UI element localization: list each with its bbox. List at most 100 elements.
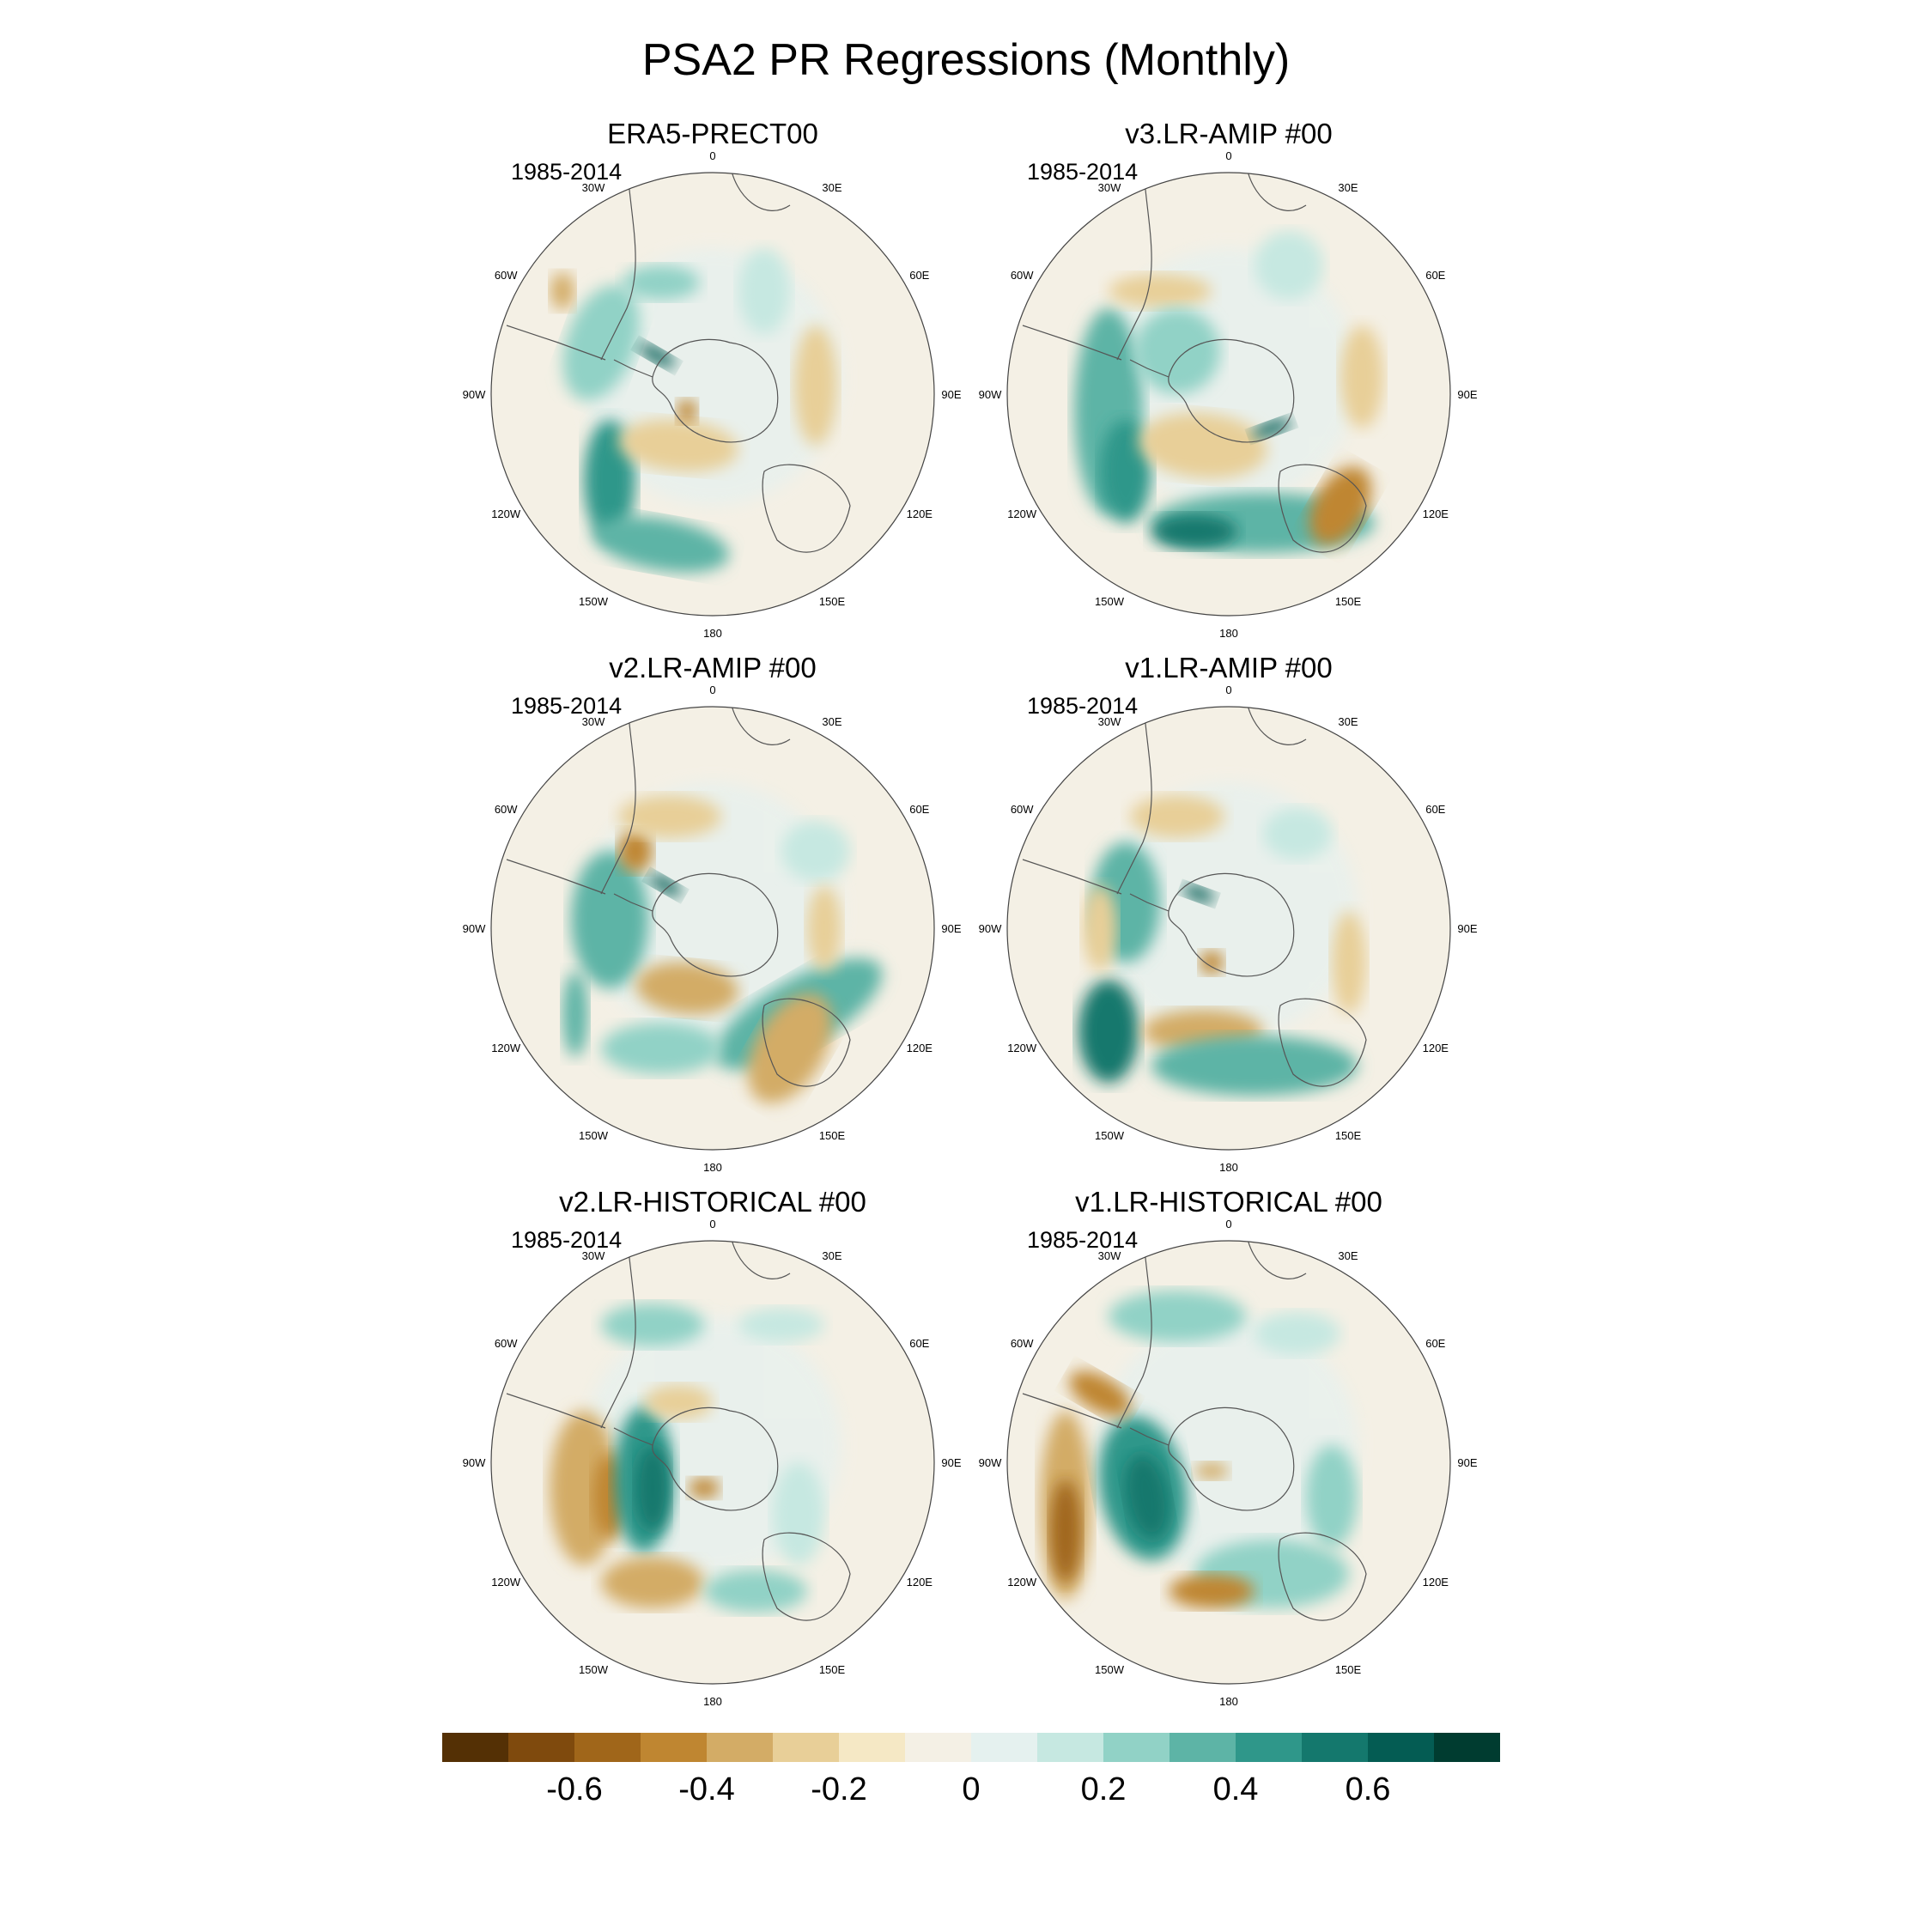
longitude-label: 150W (579, 595, 609, 608)
figure-title: PSA2 PR Regressions (Monthly) (641, 35, 1291, 85)
field-anomaly (807, 885, 841, 971)
field-anomaly (637, 343, 677, 368)
field-anomaly (1263, 808, 1332, 860)
polar-map: 0 30E 60E 90E 120E 150E 180 150W 120W 90W 60W 30W (979, 149, 1478, 640)
field-anomaly (618, 795, 721, 838)
field-anomaly (1078, 980, 1139, 1083)
longitude-label: 90E (1457, 388, 1477, 401)
longitude-label: 150W (1095, 595, 1125, 608)
coastline (1278, 998, 1367, 1087)
longitude-label: 180 (1219, 627, 1238, 640)
longitude-label: 180 (1219, 1161, 1238, 1174)
polar-map: 0 30E 60E 90E 120E 150E 180 150W 120W 90W 60W 30W (463, 149, 962, 640)
regression-field (1007, 707, 1450, 1150)
colorbar-swatch (707, 1733, 774, 1762)
longitude-label: 60W (495, 803, 518, 816)
coastline (1022, 325, 1122, 361)
field-anomaly (618, 419, 738, 472)
longitude-label: 180 (703, 627, 722, 640)
panel-period: 1985-2014 (1027, 159, 1139, 185)
field-anomaly (635, 1445, 670, 1531)
colorbar-tick-label: 0 (962, 1771, 981, 1807)
longitude-label: 30W (1098, 715, 1121, 728)
map-panel-v2-historical: 0 30E 60E 90E 120E 150E 180 150W 120W 90W 60W 30W v… (455, 1186, 970, 1718)
field-anomaly (677, 399, 697, 423)
antarctica-coastline (652, 338, 779, 443)
regression-field (1007, 173, 1450, 616)
longitude-label: 30W (1098, 1249, 1121, 1262)
longitude-label: 0 (709, 1218, 715, 1230)
longitude-label: 90W (979, 388, 1002, 401)
antarctica-coastline (1168, 338, 1295, 443)
colorbar-swatch (1434, 1733, 1500, 1762)
field-anomaly (635, 962, 738, 1015)
panel-title: v2.LR-AMIP #00 (609, 652, 817, 683)
longitude-label: 30E (1338, 181, 1358, 194)
longitude-label: 90E (1457, 922, 1477, 935)
field-anomaly (1255, 231, 1323, 300)
panel-title: ERA5-PRECT00 (607, 118, 818, 149)
field-anomaly (1169, 1574, 1255, 1608)
colorbar-swatch (1236, 1733, 1303, 1762)
longitude-label: 0 (1225, 683, 1231, 696)
coastline (613, 1427, 653, 1446)
longitude-label: 120E (1423, 1042, 1449, 1054)
longitude-label: 120W (1007, 1576, 1037, 1589)
field-anomaly (1100, 420, 1151, 523)
longitude-label: 90W (979, 922, 1002, 935)
colorbar-swatch (1170, 1733, 1236, 1762)
colorbar-tick-label: -0.6 (546, 1771, 603, 1807)
colorbar-swatch (1103, 1733, 1170, 1762)
map-panel-v1-historical: 0 30E 60E 90E 120E 150E 180 150W 120W 90W 60W 30W v… (971, 1186, 1486, 1718)
field-anomaly (738, 248, 790, 334)
coastline (506, 325, 606, 361)
field-anomaly (1251, 418, 1292, 439)
longitude-label: 30E (1338, 715, 1358, 728)
field-anomaly (1124, 1454, 1170, 1540)
longitude-label: 60E (909, 1337, 929, 1350)
longitude-label: 0 (1225, 149, 1231, 162)
polar-map: 0 30E 60E 90E 120E 150E 180 150W 120W 90W 60W 30W (463, 683, 962, 1174)
field-anomaly (601, 1303, 704, 1346)
longitude-label: 30W (582, 1249, 605, 1262)
field-anomaly (1134, 308, 1220, 394)
field-anomaly (648, 874, 683, 896)
map-panel-v1-amip: 0 30E 60E 90E 120E 150E 180 150W 120W 90W 60W 30W v… (971, 652, 1486, 1184)
colorbar (442, 1733, 1500, 1762)
map-panel-v2-amip: 0 30E 60E 90E 120E 150E 180 150W 120W 90W 60W 30W v… (455, 652, 970, 1184)
panel-period: 1985-2014 (1027, 1227, 1139, 1253)
longitude-label: 150E (819, 1663, 846, 1676)
panel-title: v3.LR-AMIP #00 (1125, 118, 1333, 149)
field-anomaly (1182, 884, 1215, 903)
field-anomaly (1130, 795, 1224, 838)
field-anomaly (738, 1308, 824, 1342)
longitude-label: 150W (579, 1663, 609, 1676)
longitude-label: 90W (979, 1456, 1002, 1469)
polar-map: 0 30E 60E 90E 120E 150E 180 150W 120W 90W 60W 30W (463, 1218, 962, 1708)
panel-title: v1.LR-AMIP #00 (1125, 652, 1333, 683)
map-border (490, 172, 935, 617)
coastline (1129, 893, 1170, 912)
longitude-label: 60W (495, 269, 518, 282)
longitude-label: 60E (909, 269, 929, 282)
longitude-label: 120E (907, 1042, 933, 1054)
panel-title: v2.LR-HISTORICAL #00 (559, 1186, 866, 1218)
colorbar-swatch (641, 1733, 708, 1762)
regression-field (1007, 1241, 1450, 1684)
panel-period: 1985-2014 (511, 159, 623, 185)
longitude-label: 60E (1425, 269, 1445, 282)
map-border (490, 706, 935, 1151)
field-anomaly (1255, 1312, 1340, 1355)
longitude-label: 0 (709, 149, 715, 162)
field-anomaly (593, 516, 729, 573)
longitude-label: 60W (495, 1337, 518, 1350)
field-anomaly (1109, 1291, 1246, 1342)
longitude-label: 30E (1338, 1249, 1358, 1262)
longitude-label: 120E (907, 507, 933, 520)
longitude-label: 150E (1335, 1129, 1362, 1142)
longitude-label: 30W (1098, 181, 1121, 194)
map-panel-era5: 0 30E 60E 90E 120E 150E 180 150W 120W 90W 60W 30W E… (455, 118, 970, 650)
field-anomaly (1068, 1370, 1132, 1417)
field-anomaly (1151, 514, 1237, 549)
regression-field (491, 1241, 934, 1684)
